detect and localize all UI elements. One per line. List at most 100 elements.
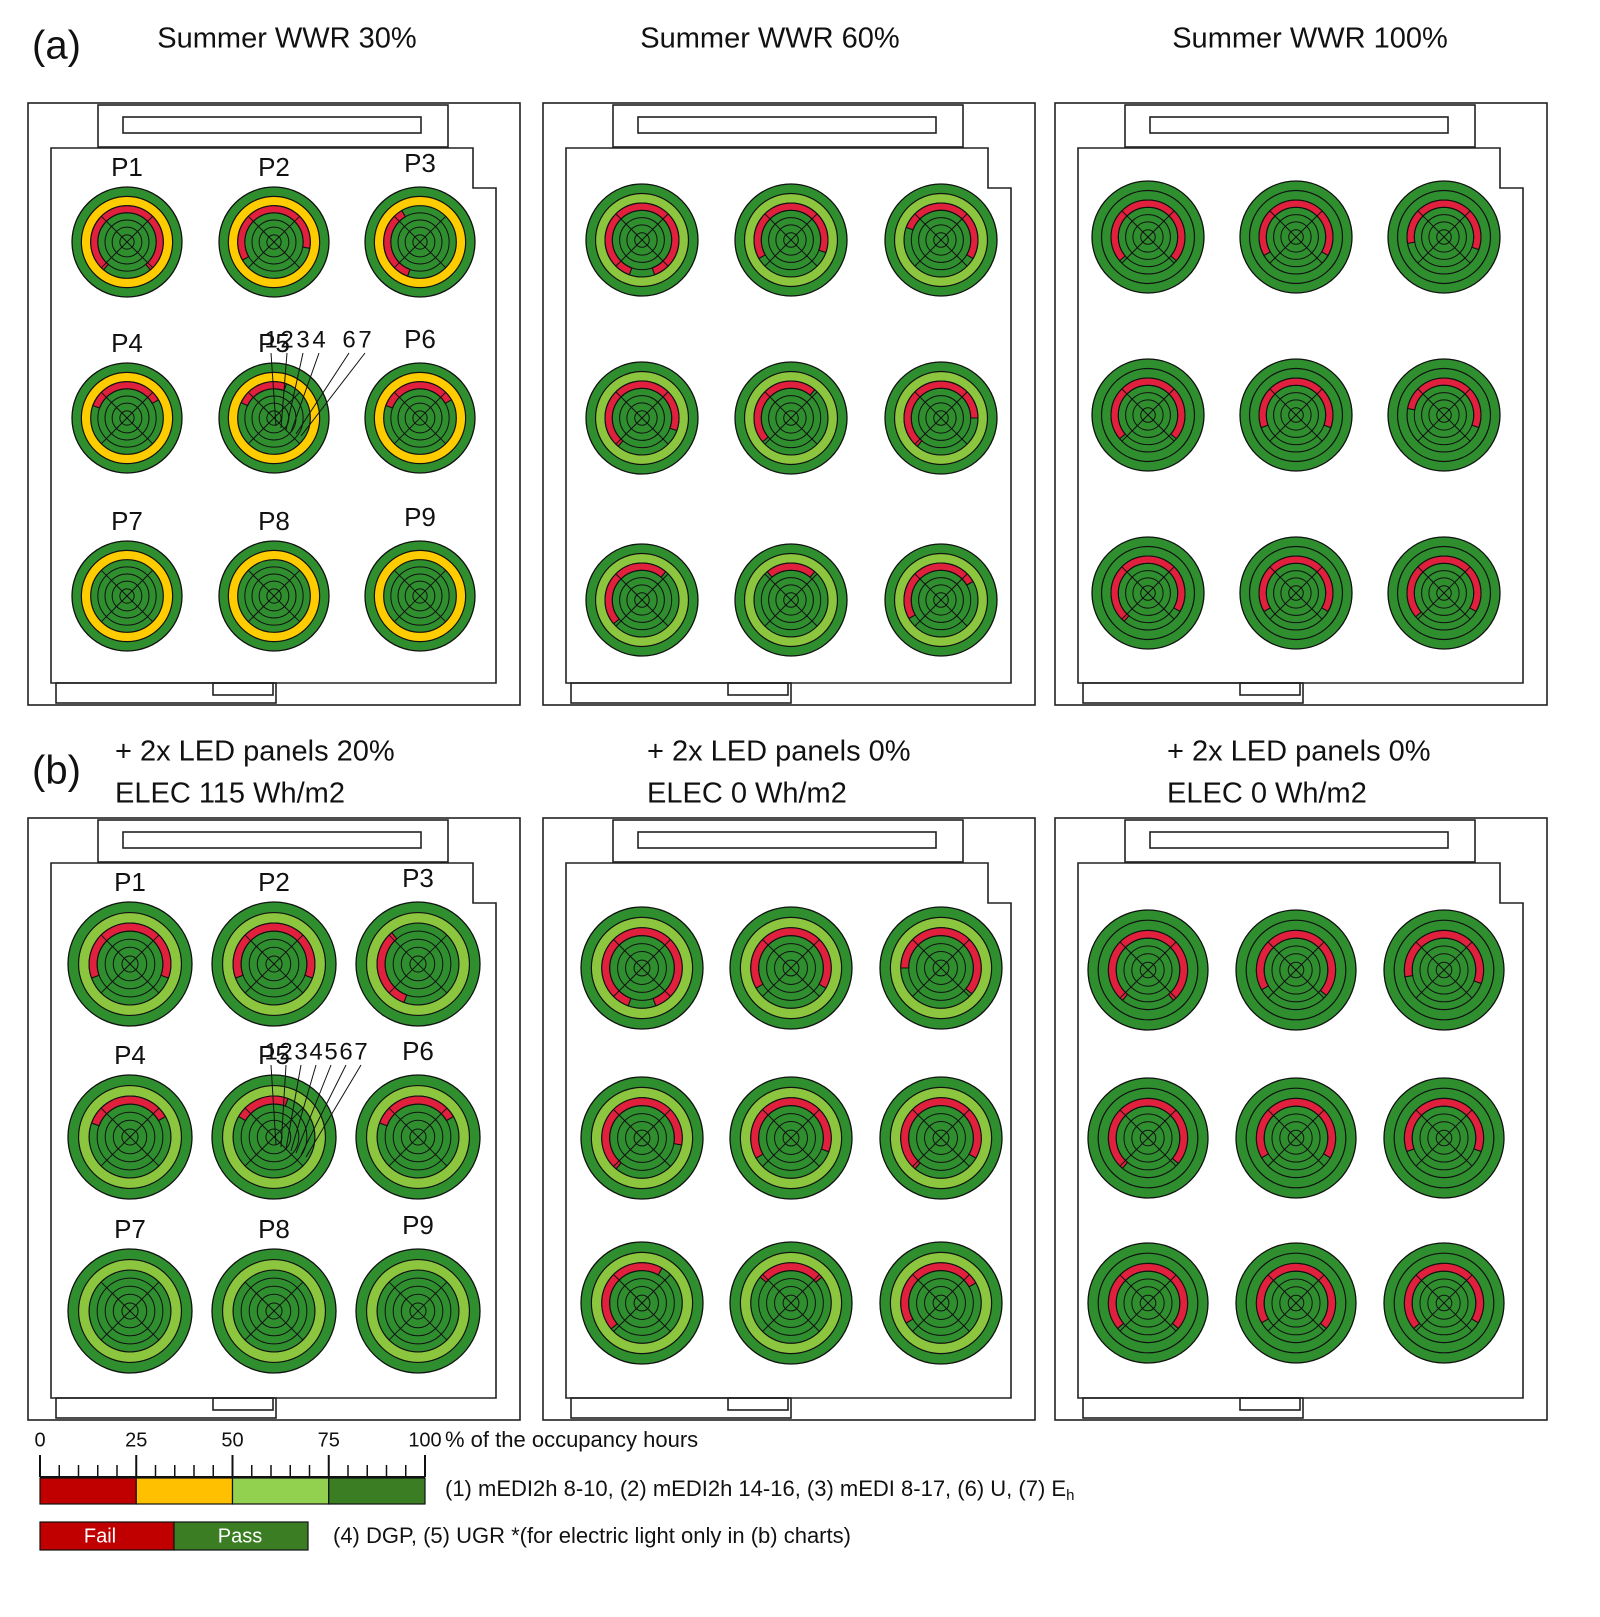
ring-line — [1421, 392, 1467, 438]
position-chart — [585, 361, 699, 475]
ring-line — [400, 1293, 436, 1329]
ring-line — [1280, 577, 1312, 609]
ring-leader — [285, 1064, 302, 1150]
ring-line — [617, 943, 667, 993]
panel: Summer WWR 60% — [542, 23, 1036, 706]
ring-number: 6 — [342, 326, 355, 353]
position-chart — [67, 1248, 193, 1374]
ring-line — [96, 930, 164, 998]
ring-line — [619, 577, 665, 623]
cross-line — [914, 391, 968, 445]
ring-line — [404, 226, 436, 258]
ring-line — [244, 566, 304, 626]
ring-line — [910, 387, 972, 449]
ring-line — [1280, 399, 1312, 431]
panel-title: + 2x LED panels 0% — [647, 736, 911, 768]
ring-line — [774, 1286, 808, 1320]
ring-line — [258, 580, 290, 612]
position-chart — [1091, 358, 1205, 472]
ring-leader — [300, 352, 366, 437]
ring-line — [1411, 1270, 1477, 1336]
ring-line — [925, 584, 957, 616]
door — [1082, 682, 1304, 704]
position-chart — [1387, 358, 1501, 472]
position-label: P1 — [114, 867, 146, 897]
cross-line — [764, 573, 818, 627]
ring-line — [265, 955, 283, 973]
ring-line — [409, 1302, 427, 1320]
position-label: P4 — [111, 328, 143, 358]
position-label: P8 — [258, 506, 290, 536]
position-chart — [879, 1076, 1003, 1200]
cross-line — [1269, 388, 1323, 442]
ring-line — [397, 219, 443, 265]
room-outline — [50, 147, 497, 684]
ring-leader — [270, 1064, 277, 1146]
cross-line — [613, 1109, 671, 1167]
ring-line — [758, 1105, 824, 1171]
ring-line — [119, 410, 135, 426]
window — [97, 819, 449, 863]
cross-line — [1269, 566, 1323, 620]
fail-pass-label: Pass — [218, 1525, 262, 1547]
ring-number: 3 — [294, 1038, 307, 1065]
position-chart — [364, 362, 476, 474]
ring-leader — [285, 352, 304, 431]
ring-number: 2 — [280, 326, 293, 353]
position-label: P9 — [402, 1210, 434, 1240]
panel-subtitle: ELEC 115 Wh/m2 — [115, 778, 345, 810]
ring-line — [1273, 392, 1319, 438]
window — [1124, 104, 1476, 148]
scale-unit: % of the occupancy hours — [445, 1427, 698, 1452]
ring-number: 5 — [324, 1038, 337, 1065]
cross-line — [393, 391, 447, 445]
ring-line — [1131, 953, 1165, 987]
ring-line — [1411, 1105, 1477, 1171]
ring-line — [404, 402, 436, 434]
ring-line — [782, 1294, 800, 1312]
ring-line — [910, 209, 972, 271]
position-label: P2 — [258, 152, 290, 182]
ring-line — [265, 1302, 283, 1320]
ring-line — [1273, 214, 1319, 260]
position-chart — [211, 1248, 337, 1374]
cross-line — [244, 1281, 304, 1341]
ring-line — [112, 1119, 148, 1155]
ring-line — [611, 569, 673, 631]
ring-line — [760, 209, 822, 271]
position-chart — [71, 540, 183, 652]
ring-line — [1419, 1113, 1469, 1163]
ring-line — [119, 588, 135, 604]
ring-line — [1435, 1294, 1453, 1312]
position-chart — [218, 362, 330, 474]
ring-line — [760, 569, 822, 631]
ring-line — [412, 410, 428, 426]
ring-leader — [280, 1064, 287, 1148]
fail-pass-description: (4) DGP, (5) UGR *(for electric light on… — [333, 1523, 851, 1548]
ring-line — [626, 224, 658, 256]
panel-frame — [27, 102, 521, 706]
ring-line — [768, 577, 814, 623]
cross-line — [388, 1281, 448, 1341]
ring-line — [1287, 1294, 1305, 1312]
ring-line — [1123, 1278, 1173, 1328]
ring-line — [244, 388, 304, 448]
ring-line — [97, 388, 157, 448]
position-chart — [67, 901, 193, 1027]
ring-line — [1287, 961, 1305, 979]
ring-line — [908, 1105, 974, 1171]
position-chart — [364, 540, 476, 652]
ring-line — [1427, 1286, 1461, 1320]
position-chart — [580, 906, 704, 1030]
ring-line — [766, 1278, 816, 1328]
ring-line — [248, 1285, 300, 1337]
ring-line — [1421, 214, 1467, 260]
ring-line — [1123, 945, 1173, 995]
position-label: P8 — [258, 1214, 290, 1244]
ring-number: 4 — [312, 326, 325, 353]
position-label: P9 — [404, 502, 436, 532]
ring-line — [112, 1293, 148, 1329]
ring-line — [1271, 1278, 1321, 1328]
ring-line — [766, 943, 816, 993]
position-label: P3 — [402, 863, 434, 893]
